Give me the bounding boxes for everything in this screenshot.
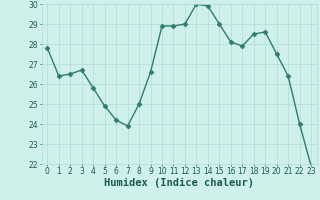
X-axis label: Humidex (Indice chaleur): Humidex (Indice chaleur) — [104, 178, 254, 188]
